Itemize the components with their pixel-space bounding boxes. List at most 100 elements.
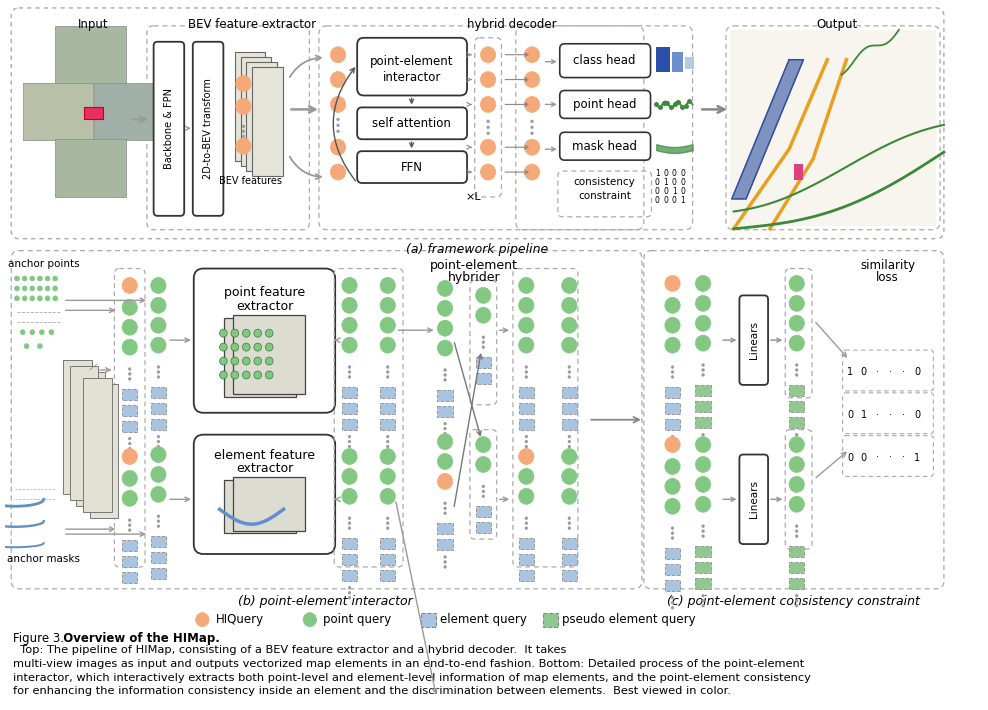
Circle shape — [665, 317, 680, 333]
Circle shape — [696, 275, 710, 291]
Bar — [696, 562, 710, 573]
Circle shape — [128, 437, 131, 440]
Circle shape — [157, 445, 160, 448]
Circle shape — [701, 443, 704, 446]
Circle shape — [701, 530, 704, 532]
Circle shape — [342, 317, 357, 333]
Circle shape — [525, 522, 528, 525]
Bar — [90, 384, 119, 518]
Circle shape — [438, 434, 453, 449]
Circle shape — [568, 371, 570, 373]
Circle shape — [236, 75, 251, 92]
Circle shape — [444, 561, 447, 563]
Circle shape — [151, 337, 166, 353]
Circle shape — [254, 371, 262, 379]
Text: anchor masks: anchor masks — [7, 554, 80, 564]
Bar — [252, 67, 283, 176]
Circle shape — [696, 476, 710, 492]
Bar — [233, 315, 304, 395]
Bar — [475, 357, 491, 368]
Text: ×L: ×L — [466, 192, 481, 202]
Circle shape — [438, 340, 453, 356]
Circle shape — [231, 357, 239, 365]
Bar — [789, 562, 804, 573]
Circle shape — [561, 337, 577, 353]
Circle shape — [242, 125, 245, 128]
Circle shape — [519, 278, 534, 293]
FancyBboxPatch shape — [560, 44, 650, 77]
Circle shape — [38, 286, 42, 291]
Circle shape — [525, 376, 528, 378]
Circle shape — [151, 278, 166, 293]
Circle shape — [444, 378, 447, 381]
Circle shape — [789, 476, 804, 492]
Circle shape — [671, 527, 674, 530]
Circle shape — [444, 556, 447, 558]
Text: 2D-to-BEV transform: 2D-to-BEV transform — [204, 78, 213, 179]
FancyBboxPatch shape — [153, 42, 184, 216]
Bar — [665, 564, 680, 575]
Bar — [561, 419, 577, 430]
Bar — [794, 164, 803, 180]
FancyBboxPatch shape — [193, 42, 223, 216]
Circle shape — [438, 320, 453, 336]
Circle shape — [444, 432, 447, 435]
Circle shape — [568, 445, 570, 448]
Text: 0: 0 — [914, 410, 920, 420]
Text: BEV feature extractor: BEV feature extractor — [188, 18, 316, 31]
Circle shape — [386, 522, 389, 525]
Circle shape — [236, 99, 251, 114]
Bar — [215, 482, 288, 536]
Text: HIQuery: HIQuery — [215, 613, 264, 626]
Text: 1: 1 — [681, 196, 686, 205]
Circle shape — [525, 440, 528, 443]
Bar — [561, 387, 577, 398]
Circle shape — [487, 120, 489, 123]
Text: ·: · — [902, 452, 905, 462]
Text: 0: 0 — [847, 452, 854, 462]
Text: Top: The pipeline of HIMap, consisting of a BEV feature extractor and a hybrid d: Top: The pipeline of HIMap, consisting o… — [13, 645, 811, 697]
Circle shape — [665, 337, 680, 353]
Bar — [151, 403, 166, 414]
Circle shape — [157, 366, 160, 368]
Circle shape — [701, 594, 704, 597]
Bar — [665, 419, 680, 430]
Text: element feature: element feature — [214, 449, 315, 462]
Circle shape — [795, 594, 798, 597]
Bar — [519, 387, 534, 398]
Text: (c) point-element consistency constraint: (c) point-element consistency constraint — [668, 595, 920, 608]
Circle shape — [349, 435, 351, 438]
Bar — [235, 52, 266, 161]
Circle shape — [128, 519, 131, 521]
Circle shape — [701, 433, 704, 436]
Circle shape — [795, 525, 798, 528]
Circle shape — [438, 300, 453, 316]
Bar — [789, 546, 804, 557]
Circle shape — [795, 530, 798, 532]
Circle shape — [482, 485, 484, 488]
Circle shape — [386, 445, 389, 448]
FancyBboxPatch shape — [194, 268, 335, 413]
Circle shape — [561, 449, 577, 464]
Bar — [730, 30, 937, 226]
Circle shape — [568, 522, 570, 525]
Text: point query: point query — [323, 613, 391, 626]
Circle shape — [480, 97, 496, 112]
Circle shape — [349, 596, 351, 599]
Circle shape — [519, 449, 534, 464]
Text: ·: · — [889, 410, 892, 420]
Circle shape — [349, 440, 351, 443]
Text: Linears: Linears — [749, 321, 759, 359]
Text: Backbone & FPN: Backbone & FPN — [164, 88, 174, 169]
Circle shape — [380, 317, 395, 333]
Circle shape — [337, 124, 339, 126]
Circle shape — [480, 164, 496, 180]
Circle shape — [123, 491, 137, 506]
Circle shape — [525, 47, 539, 62]
Circle shape — [157, 440, 160, 443]
Circle shape — [475, 307, 491, 323]
Text: extractor: extractor — [236, 462, 293, 476]
Bar — [84, 107, 103, 119]
Circle shape — [349, 527, 351, 530]
Text: ·: · — [902, 367, 905, 377]
